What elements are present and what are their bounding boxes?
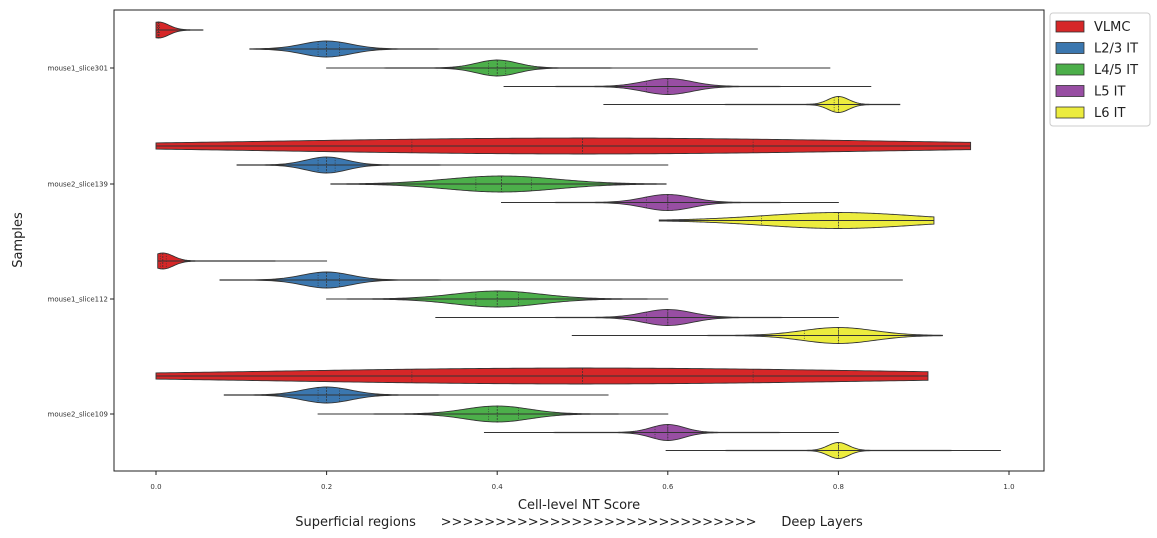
violin-l6-it-mouse1_slice112 — [571, 327, 943, 344]
violins-layer — [155, 21, 1001, 459]
legend-label: L2/3 IT — [1094, 42, 1138, 57]
violin-l4-5-it-mouse1_slice112 — [326, 290, 669, 308]
violin-l4-5-it-mouse1_slice301 — [326, 59, 831, 77]
y-tick-label: mouse2_slice109 — [48, 411, 109, 419]
violin-vlmc-mouse2_slice109 — [155, 367, 929, 385]
legend: VLMC L2/3 IT L4/5 IT L5 IT L6 IT — [1049, 12, 1151, 127]
violin-l2-3-it-mouse2_slice139 — [236, 156, 669, 174]
violin-l5-it-mouse1_slice301 — [503, 78, 872, 95]
y-axis-ticks: mouse1_slice301 mouse2_slice139 mouse1_sli… — [48, 65, 114, 419]
violin-l5-it-mouse2_slice109 — [483, 424, 839, 441]
violin-l6-it-mouse2_slice109 — [665, 442, 1001, 459]
y-tick-label: mouse1_slice112 — [48, 296, 109, 304]
legend-swatch — [1055, 85, 1085, 97]
x-tick-label: 0.6 — [662, 483, 674, 491]
violin-l5-it-mouse1_slice112 — [435, 309, 839, 326]
x-axis-annotation: Superficial regions >>>>>>>>>>>>>>>>>>>>… — [295, 515, 863, 530]
x-axis-ticks: 0.0 0.2 0.4 0.6 0.8 1.0 — [150, 471, 1015, 491]
legend-label: L6 IT — [1094, 106, 1125, 121]
violin-l6-it-mouse2_slice139 — [658, 212, 935, 229]
violin-l2-3-it-mouse2_slice109 — [223, 386, 609, 404]
legend-swatch — [1055, 106, 1085, 119]
legend-swatch — [1055, 20, 1085, 33]
violin-vlmc-mouse2_slice139 — [155, 137, 972, 155]
legend-swatch — [1055, 42, 1085, 54]
violin-vlmc-mouse1_slice112 — [157, 252, 328, 270]
violin-l6-it-mouse1_slice301 — [603, 96, 901, 113]
plot-frame — [113, 9, 1045, 472]
legend-label: L5 IT — [1094, 85, 1125, 100]
violin-l2-3-it-mouse1_slice112 — [219, 271, 903, 289]
x-tick-label: 1.0 — [1003, 483, 1014, 491]
violin-l2-3-it-mouse1_slice301 — [249, 40, 758, 58]
legend-label: VLMC — [1094, 20, 1130, 35]
x-axis-title: Cell-level NT Score — [518, 498, 640, 513]
violin-l4-5-it-mouse2_slice139 — [330, 175, 667, 193]
y-tick-label: mouse1_slice301 — [48, 65, 109, 73]
x-tick-label: 0.0 — [150, 483, 161, 491]
violin-l4-5-it-mouse2_slice109 — [317, 405, 669, 423]
legend-label: L4/5 IT — [1094, 63, 1138, 78]
legend-swatch — [1055, 63, 1085, 76]
x-tick-label: 0.4 — [492, 483, 504, 491]
y-tick-label: mouse2_slice139 — [48, 181, 109, 189]
x-tick-label: 0.2 — [321, 483, 332, 491]
legend-box — [1049, 12, 1151, 127]
violin-vlmc-mouse1_slice301 — [155, 21, 204, 39]
x-tick-label: 0.8 — [833, 483, 844, 491]
violin-l5-it-mouse2_slice139 — [501, 194, 839, 211]
y-axis-title: Samples — [11, 212, 26, 268]
